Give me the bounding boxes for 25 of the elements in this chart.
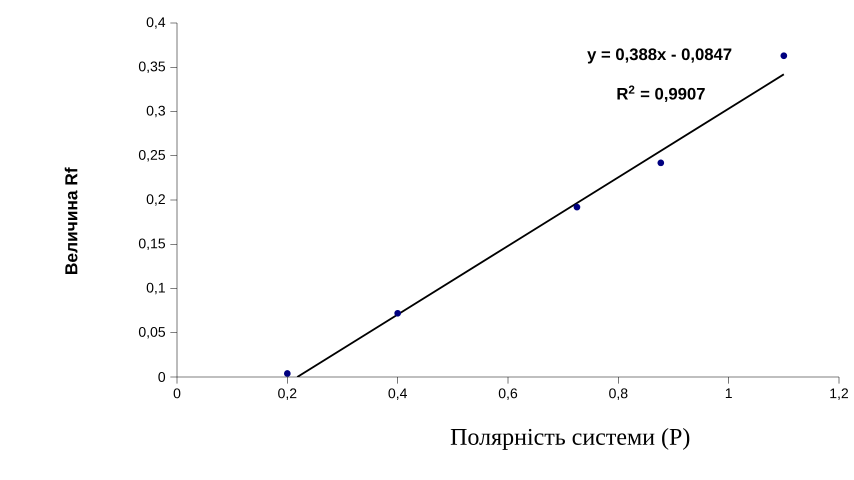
x-tick-label: 0,4 bbox=[388, 388, 407, 400]
point bbox=[394, 310, 402, 317]
x-axis-title: Полярність системи (P) bbox=[450, 428, 690, 450]
y-tick-label: 0,4 bbox=[146, 17, 166, 29]
y-tick-label: 0,2 bbox=[146, 194, 165, 206]
y-tick-label: 0,25 bbox=[138, 150, 166, 162]
y-tick-label: 0,3 bbox=[146, 106, 166, 118]
y-tick-label: 0,05 bbox=[138, 326, 166, 339]
y-tick-label: 0,15 bbox=[138, 238, 166, 250]
annotation: R$^{2}$ = 0,9907 bbox=[617, 86, 705, 102]
point bbox=[284, 370, 291, 377]
point bbox=[780, 52, 788, 60]
y-axis-title: Величина Rf bbox=[64, 167, 78, 274]
x-tick-label: 0,2 bbox=[278, 388, 296, 400]
y-tick-label: 0,35 bbox=[138, 61, 166, 74]
x-tick-label: 0,8 bbox=[609, 388, 628, 400]
x-tick-label: 0,6 bbox=[498, 388, 518, 400]
x-tick-label: 1 bbox=[726, 388, 732, 398]
y-tick-label: 0,1 bbox=[146, 282, 165, 294]
point bbox=[657, 159, 664, 166]
y-tick-label: 0 bbox=[158, 372, 166, 382]
x-tick-label: 1,2 bbox=[830, 388, 848, 400]
point bbox=[574, 204, 580, 210]
x-tick-label: 0 bbox=[174, 388, 180, 398]
annotation: y = 0,388x - 0,0847 bbox=[587, 48, 732, 64]
